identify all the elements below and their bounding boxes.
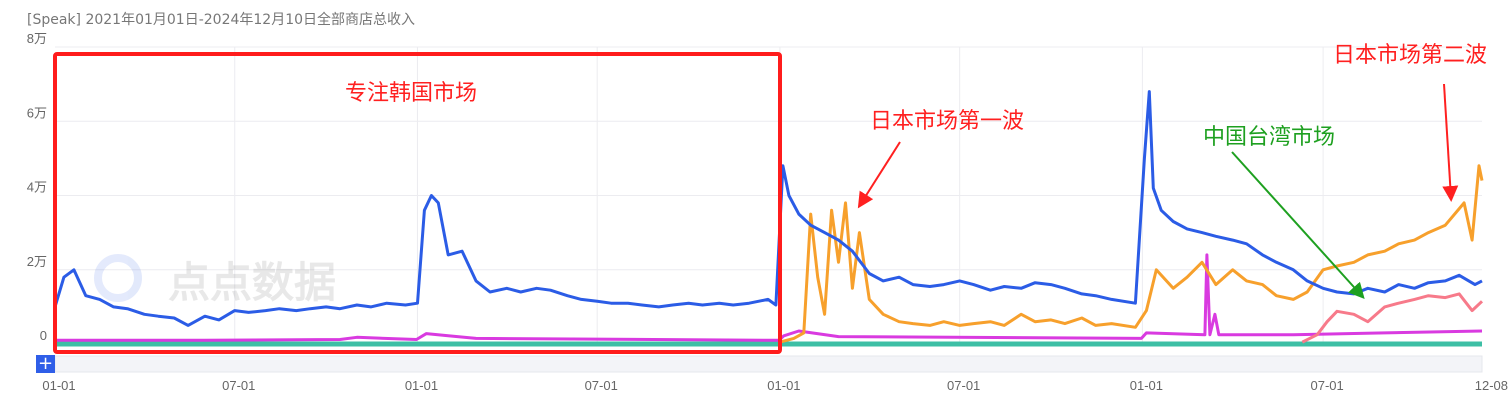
watermark-text: 点点数据 bbox=[168, 258, 336, 307]
series-line bbox=[1301, 292, 1484, 344]
x-tick-label: 07-01 bbox=[585, 378, 618, 393]
annotation-label: 日本市场第一波 bbox=[870, 109, 1024, 134]
series-line bbox=[779, 164, 1484, 344]
annotation-arrow bbox=[857, 141, 901, 209]
annotation-arrow bbox=[1231, 151, 1365, 299]
annotation-label: 专注韩国市场 bbox=[345, 81, 477, 106]
series-lines bbox=[53, 90, 1484, 347]
x-tick-label: 01-01 bbox=[767, 378, 800, 393]
series-line bbox=[55, 253, 1483, 342]
annotation-label: 日本市场第二波 bbox=[1333, 43, 1487, 68]
chart-title: [Speak] 2021年01月01日-2024年12月10日全部商店总收入 bbox=[27, 12, 416, 28]
zoom-in-button[interactable]: + bbox=[36, 353, 55, 374]
x-tick-label: 01-01 bbox=[1130, 378, 1163, 393]
highlight-box-korea bbox=[53, 52, 782, 354]
y-tick-label: 8万 bbox=[27, 31, 47, 46]
watermark-logo-mark bbox=[94, 254, 142, 302]
x-tick-label: 07-01 bbox=[947, 378, 980, 393]
annotation-label: 中国台湾市场 bbox=[1203, 125, 1335, 150]
x-tick-label: 01-01 bbox=[405, 378, 438, 393]
y-axis: 0 2万 4万 6万 8万 bbox=[27, 31, 47, 343]
x-tick-label: 07-01 bbox=[222, 378, 255, 393]
y-tick-label: 2万 bbox=[27, 254, 47, 269]
series-line bbox=[53, 90, 1483, 327]
x-axis: 01-01 07-01 01-01 07-01 01-01 07-01 01-01 07-01… bbox=[42, 378, 1508, 393]
x-tick-label: 07-01 bbox=[1310, 378, 1343, 393]
y-tick-label: 6万 bbox=[27, 105, 47, 120]
y-tick-label: 4万 bbox=[27, 180, 47, 195]
range-slider[interactable] bbox=[54, 355, 1483, 373]
watermark-logo: 点点数据 bbox=[94, 254, 336, 307]
annotation-arrow bbox=[1442, 83, 1459, 202]
x-tick-label: 01-01 bbox=[42, 378, 75, 393]
y-tick-label: 0 bbox=[40, 328, 47, 343]
x-tick-label: 12-08 bbox=[1475, 378, 1508, 393]
